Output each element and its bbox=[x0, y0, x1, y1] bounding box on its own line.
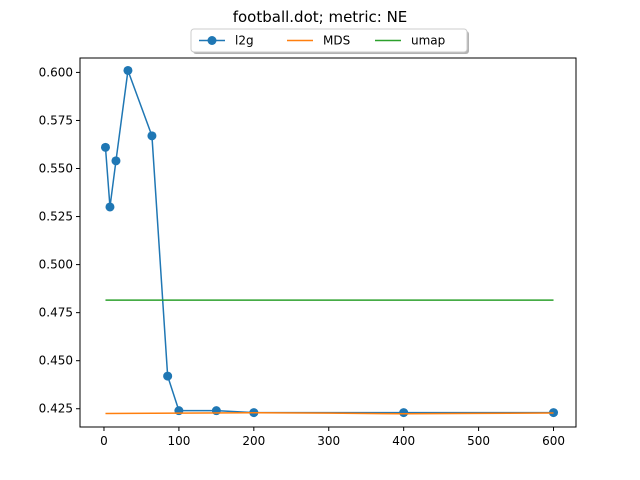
y-tick-label: 0.450 bbox=[39, 354, 73, 368]
data-point-l2g-10 bbox=[549, 408, 559, 418]
x-tick-label: 300 bbox=[317, 434, 340, 448]
y-tick-label: 0.575 bbox=[39, 113, 73, 127]
y-tick-label: 0.550 bbox=[39, 162, 73, 176]
data-point-l2g-0 bbox=[100, 142, 110, 152]
plot-frame bbox=[79, 57, 577, 428]
x-tick-label: 500 bbox=[467, 434, 490, 448]
y-tick-label: 0.500 bbox=[39, 258, 73, 272]
legend-marker-l2g bbox=[207, 36, 217, 45]
data-point-l2g-2 bbox=[111, 156, 121, 166]
data-point-l2g-9 bbox=[399, 408, 409, 418]
x-tick-label: 400 bbox=[392, 434, 415, 448]
x-tick-label: 200 bbox=[242, 434, 265, 448]
data-point-l2g-5 bbox=[163, 371, 173, 381]
legend-label-l2g: l2g bbox=[235, 34, 254, 48]
data-point-l2g-3 bbox=[123, 65, 133, 75]
series-line-l2g bbox=[104, 69, 554, 414]
legend-label-MDS: MDS bbox=[323, 34, 350, 48]
y-tick-label: 0.475 bbox=[39, 306, 73, 320]
legend: l2g MDS umap bbox=[190, 28, 469, 54]
legend-box bbox=[190, 28, 468, 53]
x-tick-label: 0 bbox=[100, 434, 108, 448]
plot-layer bbox=[100, 65, 559, 418]
x-tick-label: 600 bbox=[542, 434, 565, 448]
data-point-l2g-4 bbox=[147, 131, 157, 141]
x-tick-label: 100 bbox=[167, 434, 190, 448]
data-point-l2g-1 bbox=[105, 202, 115, 212]
series-line-MDS bbox=[105, 412, 554, 415]
legend-label-umap: umap bbox=[411, 34, 445, 48]
axes-layer: 0 100 200 300 400 500 600 0.425 0.450 0.475 0.500 0… bbox=[39, 57, 577, 448]
y-tick-label: 0.525 bbox=[39, 210, 73, 224]
chart-title: football.dot; metric: NE bbox=[233, 8, 408, 26]
y-tick-label: 0.425 bbox=[39, 402, 73, 416]
y-tick-label: 0.600 bbox=[39, 65, 73, 79]
data-point-l2g-7 bbox=[211, 406, 221, 416]
